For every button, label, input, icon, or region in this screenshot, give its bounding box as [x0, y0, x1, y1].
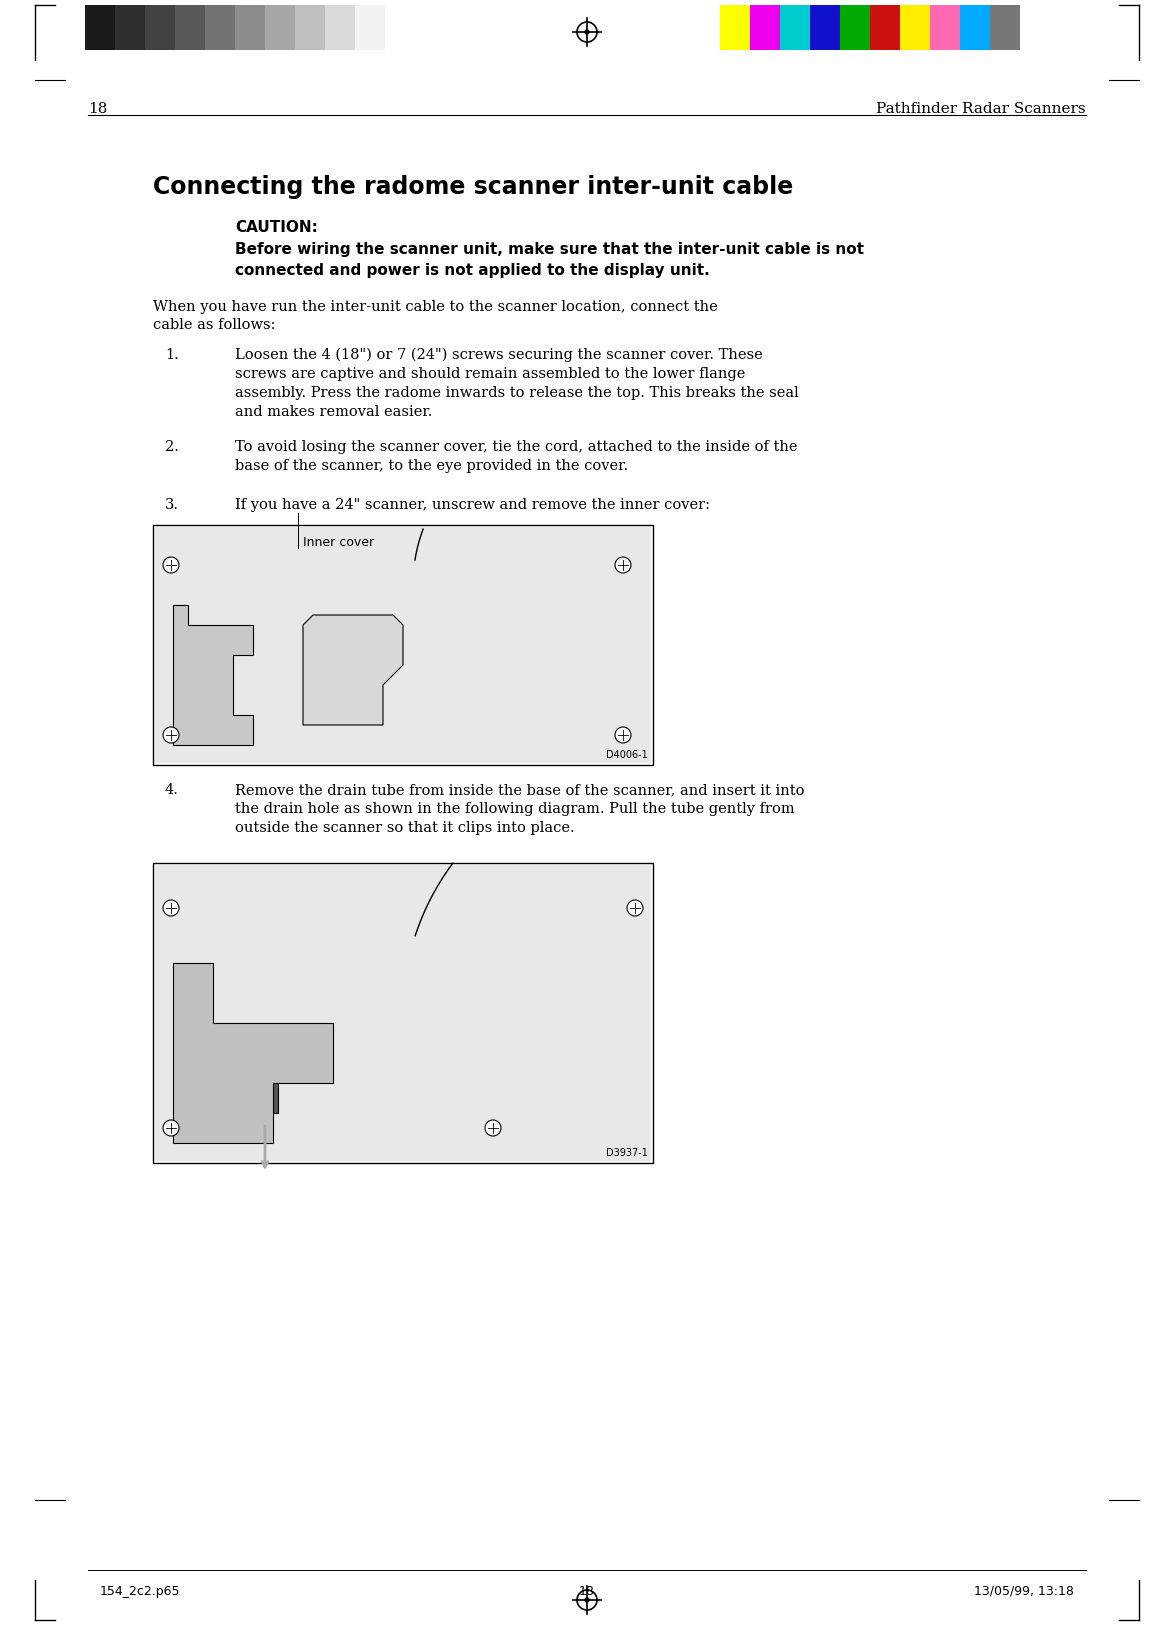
Text: 154_2c2.p65: 154_2c2.p65 — [100, 1585, 181, 1598]
Circle shape — [585, 29, 589, 34]
Bar — [265, 5, 295, 51]
Bar — [235, 5, 265, 51]
Text: 13/05/99, 13:18: 13/05/99, 13:18 — [974, 1585, 1074, 1598]
Circle shape — [163, 900, 178, 917]
Circle shape — [163, 557, 178, 573]
Bar — [780, 5, 810, 51]
Text: Inner cover: Inner cover — [303, 537, 375, 550]
Text: When you have run the inter-unit cable to the scanner location, connect the: When you have run the inter-unit cable t… — [153, 300, 717, 314]
Bar — [155, 527, 652, 763]
Polygon shape — [173, 606, 254, 745]
Bar — [355, 5, 385, 51]
Circle shape — [163, 727, 178, 743]
Text: If you have a 24" scanner, unscrew and remove the inner cover:: If you have a 24" scanner, unscrew and r… — [235, 498, 710, 512]
Text: 18: 18 — [579, 1585, 595, 1598]
Text: CAUTION:: CAUTION: — [235, 219, 318, 236]
Text: 1.: 1. — [166, 349, 178, 362]
Bar — [841, 5, 870, 51]
Text: connected and power is not applied to the display unit.: connected and power is not applied to th… — [235, 264, 710, 278]
Bar — [990, 5, 1020, 51]
Text: D3937-1: D3937-1 — [606, 1148, 648, 1157]
Bar — [205, 5, 235, 51]
Bar — [153, 863, 653, 1162]
Text: Loosen the 4 (18") or 7 (24") screws securing the scanner cover. These: Loosen the 4 (18") or 7 (24") screws sec… — [235, 349, 763, 362]
Text: the drain hole as shown in the following diagram. Pull the tube gently from: the drain hole as shown in the following… — [235, 802, 795, 815]
Text: outside the scanner so that it clips into place.: outside the scanner so that it clips int… — [235, 822, 574, 835]
Bar — [254, 1033, 278, 1113]
Bar — [900, 5, 930, 51]
Text: base of the scanner, to the eye provided in the cover.: base of the scanner, to the eye provided… — [235, 458, 628, 473]
Text: Pathfinder Radar Scanners: Pathfinder Radar Scanners — [876, 101, 1086, 116]
Circle shape — [615, 727, 630, 743]
Circle shape — [585, 1598, 589, 1603]
Bar — [325, 5, 355, 51]
Bar — [115, 5, 146, 51]
Text: screws are captive and should remain assembled to the lower flange: screws are captive and should remain ass… — [235, 367, 745, 381]
Circle shape — [485, 1120, 501, 1136]
Bar — [960, 5, 990, 51]
Text: D4006-1: D4006-1 — [606, 750, 648, 760]
Text: 2.: 2. — [166, 440, 178, 453]
Bar — [155, 864, 652, 1161]
Text: Remove the drain tube from inside the base of the scanner, and insert it into: Remove the drain tube from inside the ba… — [235, 782, 804, 797]
Circle shape — [163, 1120, 178, 1136]
Text: Before wiring the scanner unit, make sure that the inter-unit cable is not: Before wiring the scanner unit, make sur… — [235, 242, 864, 257]
Text: 3.: 3. — [166, 498, 178, 512]
Text: Connecting the radome scanner inter-unit cable: Connecting the radome scanner inter-unit… — [153, 175, 794, 200]
Bar — [810, 5, 841, 51]
Bar — [720, 5, 750, 51]
Text: To avoid losing the scanner cover, tie the cord, attached to the inside of the: To avoid losing the scanner cover, tie t… — [235, 440, 797, 453]
Bar — [146, 5, 175, 51]
Bar — [175, 5, 205, 51]
Bar — [85, 5, 115, 51]
Circle shape — [627, 900, 643, 917]
Circle shape — [615, 557, 630, 573]
Bar — [750, 5, 780, 51]
Text: cable as follows:: cable as follows: — [153, 318, 276, 332]
Bar — [930, 5, 960, 51]
Text: assembly. Press the radome inwards to release the top. This breaks the seal: assembly. Press the radome inwards to re… — [235, 386, 798, 399]
Bar — [295, 5, 325, 51]
Bar — [870, 5, 900, 51]
Text: 18: 18 — [88, 101, 107, 116]
Polygon shape — [303, 616, 403, 725]
Bar — [153, 525, 653, 764]
Text: 4.: 4. — [166, 782, 178, 797]
Polygon shape — [173, 963, 333, 1143]
Text: and makes removal easier.: and makes removal easier. — [235, 404, 432, 419]
